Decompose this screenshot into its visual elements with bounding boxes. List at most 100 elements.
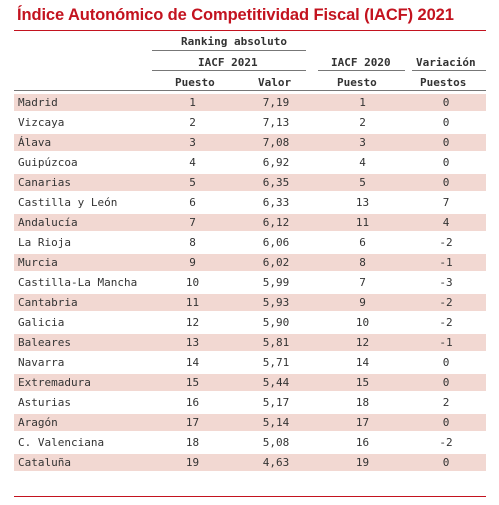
- puesto-2021-cell: 17: [152, 414, 233, 431]
- table-row: Guipúzcoa 4 6,92 4 0: [14, 154, 486, 171]
- puesto-2020-cell: 15: [319, 374, 406, 391]
- region-cell: La Rioja: [18, 236, 71, 249]
- variacion-cell: 2: [442, 396, 450, 409]
- puesto-2021-cell: 2: [189, 116, 196, 129]
- col-puesto-2020: Puesto: [337, 76, 377, 89]
- puesto-2020-cell: 1: [319, 94, 406, 111]
- region-cell: Castilla y León: [18, 196, 118, 209]
- rule-variacion: [412, 70, 486, 71]
- region-cell: Madrid: [14, 94, 152, 111]
- region-cell: C. Valenciana: [18, 436, 105, 449]
- table-row: Madrid 1 7,19 1 0: [14, 94, 486, 111]
- variacion-cell: 0: [442, 356, 450, 369]
- valor-2021-cell: 5,93: [233, 294, 319, 311]
- variacion-cell: 0: [406, 94, 486, 111]
- valor-2021-cell: 6,33: [262, 196, 290, 209]
- table-row: Extremadura 15 5,44 15 0: [14, 374, 486, 391]
- variacion-cell: -1: [406, 254, 486, 271]
- puesto-2021-cell: 19: [152, 454, 233, 471]
- valor-2021-cell: 7,13: [262, 116, 290, 129]
- region-cell: Andalucía: [14, 214, 152, 231]
- puesto-2020-cell: 7: [359, 276, 366, 289]
- variacion-cell: -1: [406, 334, 486, 351]
- valor-2021-cell: 6,06: [262, 236, 290, 249]
- variacion-cell: 0: [442, 116, 450, 129]
- puesto-2020-cell: 19: [319, 454, 406, 471]
- variacion-cell: 7: [442, 196, 450, 209]
- variacion-cell: 0: [406, 174, 486, 191]
- table-row: Cantabria 11 5,93 9 -2: [14, 294, 486, 311]
- valor-2021-cell: 7,08: [233, 134, 319, 151]
- variacion-cell: -2: [439, 236, 453, 249]
- region-cell: Murcia: [14, 254, 152, 271]
- valor-2021-cell: 5,71: [262, 356, 290, 369]
- puesto-2021-cell: 5: [152, 174, 233, 191]
- puesto-2020-cell: 3: [319, 134, 406, 151]
- table-row: Castilla y León 6 6,33 13 7: [14, 194, 486, 211]
- puesto-2021-cell: 18: [185, 436, 200, 449]
- table-row: La Rioja 8 6,06 6 -2: [14, 234, 486, 251]
- table-row: Andalucía 7 6,12 11 4: [14, 214, 486, 231]
- puesto-2020-cell: 11: [319, 214, 406, 231]
- region-cell: Guipúzcoa: [18, 156, 78, 169]
- puesto-2020-cell: 16: [355, 436, 370, 449]
- rule-2021: [152, 70, 306, 71]
- puesto-2021-cell: 15: [152, 374, 233, 391]
- variacion-cell: 0: [406, 454, 486, 471]
- region-cell: Canarias: [14, 174, 152, 191]
- region-cell: Cataluña: [14, 454, 152, 471]
- table-row: Vizcaya 2 7,13 2 0: [14, 114, 486, 131]
- variacion-cell: 0: [406, 134, 486, 151]
- puesto-2021-cell: 14: [185, 356, 200, 369]
- valor-2021-cell: 5,14: [233, 414, 319, 431]
- puesto-2020-cell: 10: [355, 316, 370, 329]
- puesto-2020-cell: 9: [319, 294, 406, 311]
- valor-2021-cell: 6,92: [262, 156, 290, 169]
- variacion-cell: -2: [439, 316, 453, 329]
- valor-2021-cell: 6,12: [233, 214, 319, 231]
- puesto-2021-cell: 16: [185, 396, 200, 409]
- col-puesto-2021: Puesto: [175, 76, 215, 89]
- puesto-2020-cell: 14: [355, 356, 370, 369]
- puesto-2021-cell: 9: [152, 254, 233, 271]
- puesto-2020-cell: 18: [355, 396, 370, 409]
- valor-2021-cell: 7,19: [233, 94, 319, 111]
- col-puestos-variacion: Puestos: [420, 76, 467, 89]
- table-row: Murcia 9 6,02 8 -1: [14, 254, 486, 271]
- region-cell: Álava: [14, 134, 152, 151]
- variacion-cell: 0: [442, 156, 450, 169]
- puesto-2020-cell: 17: [319, 414, 406, 431]
- variacion-cell: 4: [406, 214, 486, 231]
- header-bottom-rule: [14, 90, 486, 91]
- puesto-2021-cell: 6: [189, 196, 196, 209]
- region-cell: Extremadura: [14, 374, 152, 391]
- table-row: Canarias 5 6,35 5 0: [14, 174, 486, 191]
- puesto-2021-cell: 1: [152, 94, 233, 111]
- region-cell: Aragón: [14, 414, 152, 431]
- valor-2021-cell: 6,02: [233, 254, 319, 271]
- table-row: Álava 3 7,08 3 0: [14, 134, 486, 151]
- header-iacf-2020: IACF 2020: [331, 56, 391, 69]
- valor-2021-cell: 5,90: [262, 316, 290, 329]
- table-row: Aragón 17 5,14 17 0: [14, 414, 486, 431]
- valor-2021-cell: 5,44: [233, 374, 319, 391]
- region-cell: Navarra: [18, 356, 65, 369]
- title-rule: [14, 30, 486, 31]
- region-cell: Baleares: [14, 334, 152, 351]
- region-cell: Cantabria: [14, 294, 152, 311]
- col-valor-2021: Valor: [258, 76, 292, 89]
- table-row: Castilla-La Mancha 10 5,99 7 -3: [14, 274, 486, 291]
- table-row: Navarra 14 5,71 14 0: [14, 354, 486, 371]
- valor-2021-cell: 5,81: [233, 334, 319, 351]
- table-row: C. Valenciana 18 5,08 16 -2: [14, 434, 486, 451]
- puesto-2020-cell: 8: [319, 254, 406, 271]
- table-row: Galicia 12 5,90 10 -2: [14, 314, 486, 331]
- puesto-2021-cell: 11: [152, 294, 233, 311]
- puesto-2021-cell: 3: [152, 134, 233, 151]
- variacion-cell: -3: [439, 276, 453, 289]
- region-cell: Castilla-La Mancha: [18, 276, 138, 289]
- header-iacf-2021: IACF 2021: [198, 56, 258, 69]
- puesto-2021-cell: 7: [152, 214, 233, 231]
- puesto-2021-cell: 12: [185, 316, 200, 329]
- variacion-cell: -2: [439, 436, 453, 449]
